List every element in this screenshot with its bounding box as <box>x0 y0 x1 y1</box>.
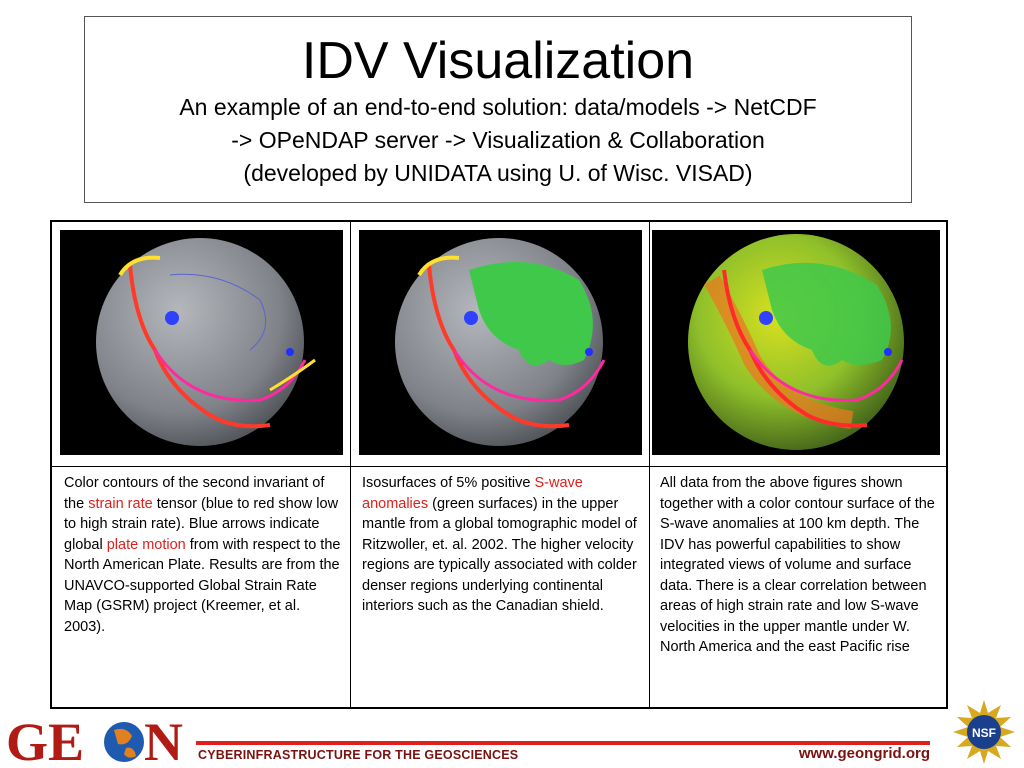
strain-rate-term: strain rate <box>88 495 153 512</box>
caption-text: All data from the above figures shown to… <box>660 475 935 655</box>
logo-text-n: N <box>144 712 183 768</box>
table-divider <box>649 222 650 707</box>
table-divider <box>52 466 946 467</box>
subtitle-line-3: (developed by UNIDATA using U. of Wisc. … <box>243 160 753 186</box>
website-link[interactable]: www.geongrid.org <box>798 745 930 762</box>
caption-text: Isosurfaces of 5% positive <box>362 475 535 491</box>
nsf-logo: NSF <box>953 700 1015 764</box>
plate-motion-term: plate motion <box>106 536 186 553</box>
caption-text: from with respect to the North American … <box>64 536 341 635</box>
footer-tagline: CYBERINFRASTRUCTURE FOR THE GEOSCIENCES <box>198 748 519 762</box>
combined-globe-image <box>652 230 940 455</box>
caption-text: (green surfaces) in the upper mantle fro… <box>362 495 637 615</box>
page-title: IDV Visualization <box>301 32 695 90</box>
caption-text: tensor (blue to red show low to high str… <box>64 495 339 553</box>
geon-logo: GE N <box>6 712 183 768</box>
logo-text-ge: GE <box>6 712 84 768</box>
subtitle-line-2: -> OPeNDAP server -> Visualization & Col… <box>231 127 765 153</box>
combined-caption: All data from the above figures shown to… <box>660 473 938 658</box>
strain-rate-caption: Color contours of the second invariant o… <box>64 473 342 637</box>
table-divider <box>350 222 351 707</box>
caption-text: Color contours of the second invariant o… <box>64 475 325 512</box>
strain-rate-globe-image <box>60 230 343 455</box>
figure-table: Color contours of the second invariant o… <box>50 220 948 709</box>
isosurface-globe-image <box>359 230 642 455</box>
nsf-text: NSF <box>972 726 996 740</box>
footer-rule <box>196 741 930 745</box>
page-subtitle: An example of an end-to-end solution: da… <box>85 91 911 190</box>
isosurface-caption: Isosurfaces of 5% positive S-wave anomal… <box>362 473 640 617</box>
title-box: IDV Visualization An example of an end-t… <box>84 16 912 203</box>
s-wave-anomalies-term: S-wave anomalies <box>362 475 583 512</box>
subtitle-line-1: An example of an end-to-end solution: da… <box>179 94 817 120</box>
